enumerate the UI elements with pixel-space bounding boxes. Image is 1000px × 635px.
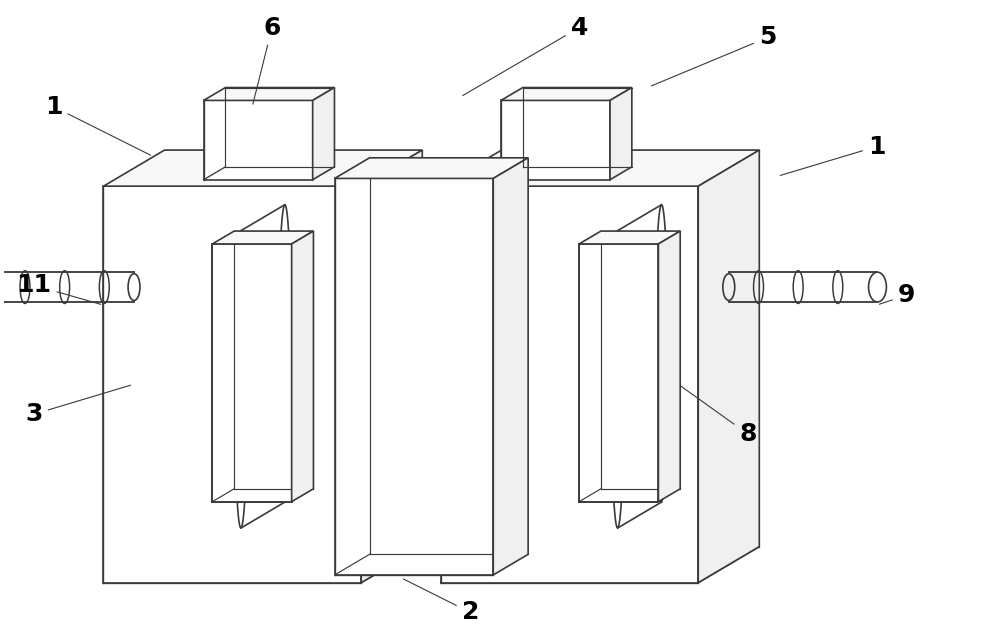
Polygon shape xyxy=(441,547,759,583)
Text: 1: 1 xyxy=(780,135,885,175)
Polygon shape xyxy=(103,547,422,583)
Polygon shape xyxy=(212,244,292,502)
Polygon shape xyxy=(278,204,291,502)
Text: 4: 4 xyxy=(463,16,588,95)
Text: 11: 11 xyxy=(17,273,101,304)
Polygon shape xyxy=(501,100,610,180)
Polygon shape xyxy=(441,186,698,583)
Polygon shape xyxy=(313,88,334,180)
Polygon shape xyxy=(204,88,334,100)
Polygon shape xyxy=(335,178,493,575)
Polygon shape xyxy=(441,150,759,186)
Polygon shape xyxy=(493,158,528,575)
Text: 1: 1 xyxy=(45,95,151,155)
Ellipse shape xyxy=(869,272,886,302)
Polygon shape xyxy=(212,231,313,244)
Polygon shape xyxy=(579,231,680,244)
Text: 3: 3 xyxy=(25,385,131,426)
Text: 8: 8 xyxy=(681,386,757,446)
Text: 9: 9 xyxy=(879,283,915,307)
Polygon shape xyxy=(103,186,361,583)
Polygon shape xyxy=(611,231,624,528)
Polygon shape xyxy=(335,158,528,178)
Text: 2: 2 xyxy=(403,579,479,624)
Polygon shape xyxy=(698,150,759,583)
Polygon shape xyxy=(658,231,680,502)
Polygon shape xyxy=(655,204,668,502)
Polygon shape xyxy=(361,150,422,583)
Polygon shape xyxy=(103,150,422,186)
Polygon shape xyxy=(610,88,632,180)
Text: 6: 6 xyxy=(253,16,281,104)
Polygon shape xyxy=(292,231,313,502)
Text: 5: 5 xyxy=(651,25,776,86)
Polygon shape xyxy=(204,100,313,180)
Polygon shape xyxy=(235,231,248,528)
Polygon shape xyxy=(579,244,658,502)
Polygon shape xyxy=(501,88,632,100)
